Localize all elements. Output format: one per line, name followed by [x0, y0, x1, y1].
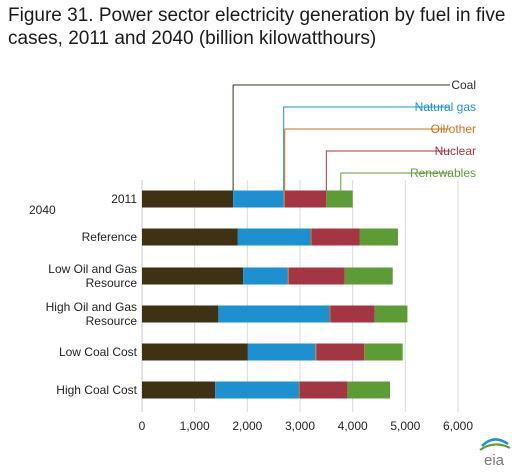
bar-segment: [374, 305, 408, 323]
bar-segment: [329, 305, 331, 323]
bar-segment: [287, 267, 289, 285]
bar-segment: [364, 343, 403, 361]
logo-arc-blue: [481, 438, 509, 447]
bar-segment: [298, 381, 300, 399]
category-label: Reference: [82, 230, 138, 244]
bar-segment: [315, 343, 317, 361]
logo-text: eia: [484, 452, 505, 468]
legend-label: Coal: [451, 78, 476, 92]
bar-segment: [316, 343, 365, 361]
legend-leader-line: [284, 128, 450, 191]
category-label: High Coal Cost: [56, 383, 137, 397]
bar-segment: [142, 381, 216, 399]
bar-segment: [142, 190, 234, 208]
chart-title: Figure 31. Power sector electricity gene…: [8, 5, 506, 49]
x-tick-label: 4,000: [338, 419, 368, 433]
legend-label: Nuclear: [435, 144, 476, 158]
bar-segment: [326, 190, 353, 208]
logo-arc-green: [479, 443, 511, 451]
bar-segment: [347, 381, 391, 399]
legend-label: Oil/other: [431, 122, 476, 136]
category-label: Low Coal Cost: [59, 345, 138, 359]
bar-segment: [215, 381, 299, 399]
gridlines: [141, 180, 459, 412]
bar-segment: [142, 343, 248, 361]
bar-segment: [310, 228, 312, 246]
category-labels: 2011 Reference Low Oil and Gas Resource High…: [46, 192, 138, 397]
bar-segment: [300, 381, 348, 399]
bar-segment: [237, 228, 311, 246]
legend-leader-line: [325, 150, 450, 191]
bar-segment: [142, 267, 244, 285]
eia-logo: eia: [479, 438, 511, 468]
category-label: 2011: [111, 192, 137, 206]
x-tick-label: 6,000: [443, 419, 473, 433]
legend-leader-line: [340, 172, 450, 191]
x-tick-label: 0: [139, 419, 146, 433]
legend: Coal Natural gas Oil/other Nuclear Renewable…: [232, 78, 476, 191]
bar-segment: [330, 305, 375, 323]
x-tick-label: 5,000: [390, 419, 420, 433]
bar-segment: [142, 228, 238, 246]
legend-leader-line: [232, 84, 450, 191]
bar-segment: [243, 267, 288, 285]
category-label: Low Oil and Gas Resource: [48, 262, 137, 290]
legend-label: Natural gas: [415, 100, 476, 114]
x-tick-label: 2,000: [232, 419, 262, 433]
legend-label: Renewables: [410, 166, 476, 180]
x-tick-label: 3,000: [285, 419, 315, 433]
bar-segment: [142, 305, 219, 323]
bar-segment: [359, 228, 398, 246]
bar-segment: [233, 190, 284, 208]
x-axis-ticks: 0 1,000 2,000 3,000 4,000 5,000 6,000: [139, 419, 474, 433]
x-tick-label: 1,000: [180, 419, 210, 433]
category-label: High Oil and Gas Resource: [46, 300, 138, 328]
legend-leader-line: [283, 106, 450, 191]
bar-segment: [218, 305, 330, 323]
bar-segment: [311, 228, 360, 246]
bar-segment: [283, 190, 285, 208]
bar-segment: [288, 267, 345, 285]
bar-segment: [344, 267, 393, 285]
section-label-2040: 2040: [29, 203, 56, 217]
bar-stacks: [142, 190, 408, 399]
bar-segment: [284, 190, 327, 208]
bar-segment: [247, 343, 316, 361]
